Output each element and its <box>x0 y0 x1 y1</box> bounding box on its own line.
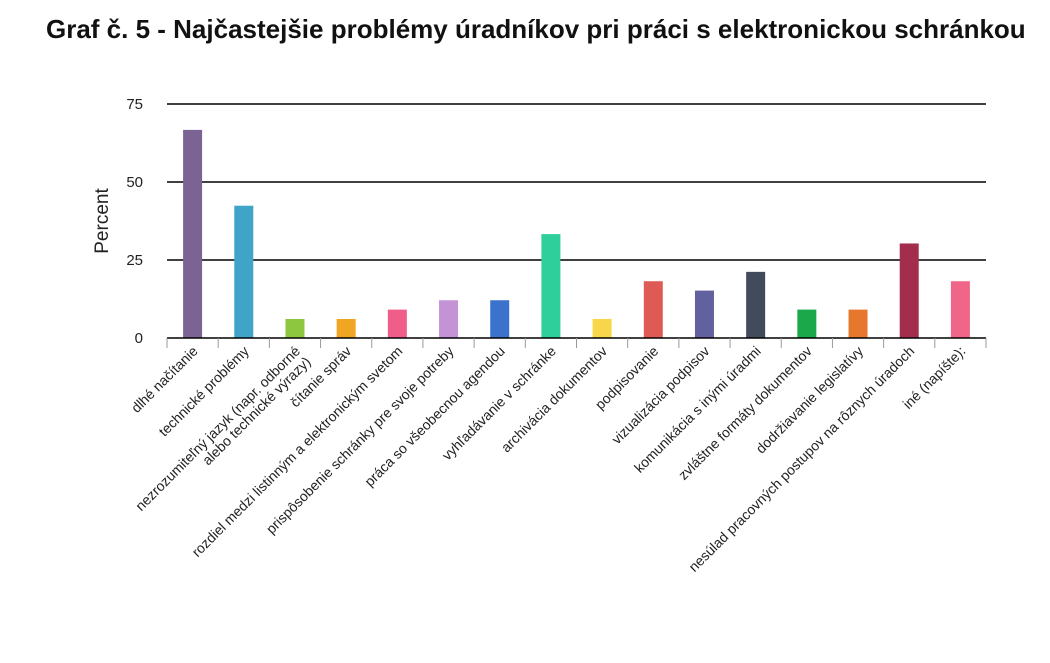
bar <box>490 300 510 338</box>
y-tick-label: 25 <box>126 252 143 269</box>
bar <box>541 234 561 338</box>
bar <box>234 205 254 338</box>
y-axis-label: Percent <box>92 188 113 254</box>
x-axis <box>166 337 987 348</box>
bar <box>950 281 970 338</box>
x-category-label: vizualizácia podpisov <box>608 343 712 447</box>
bar <box>439 300 459 338</box>
bar <box>592 318 612 338</box>
bar <box>899 243 919 338</box>
bar <box>848 309 868 338</box>
bar <box>746 271 766 338</box>
bar <box>336 318 356 338</box>
bar <box>387 309 407 338</box>
bar <box>183 129 203 338</box>
gridlines <box>167 103 986 261</box>
bars <box>183 129 970 338</box>
y-tick-label: 0 <box>135 330 143 347</box>
y-axis-ticks: 0 25 50 75 <box>126 96 143 347</box>
bar <box>797 309 817 338</box>
chart-title: Graf č. 5 - Najčastejšie problémy úradní… <box>46 14 1026 44</box>
bar <box>643 281 663 338</box>
y-tick-label: 75 <box>126 96 143 113</box>
x-category-label-line: vizualizácia podpisov <box>608 343 712 447</box>
y-tick-label: 50 <box>126 174 143 191</box>
bar <box>285 318 305 338</box>
bar <box>694 290 714 338</box>
